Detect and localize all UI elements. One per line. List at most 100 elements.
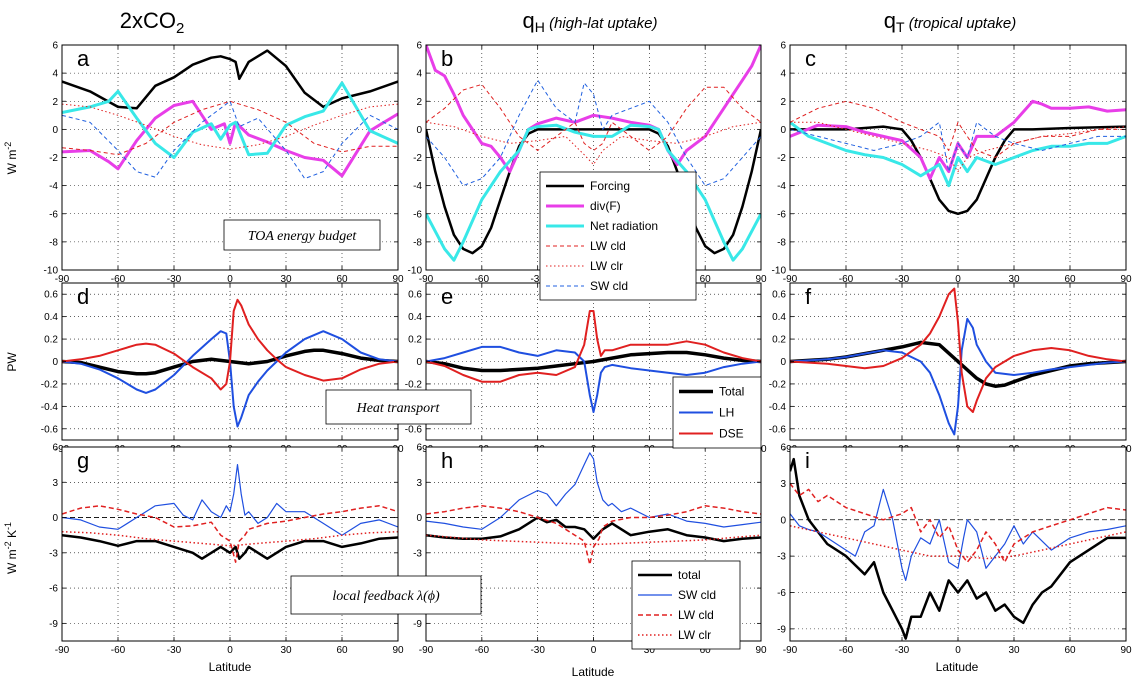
panel-e-ytick-label: 0.2 (408, 335, 422, 346)
panel-i-xtick-label: -30 (895, 645, 910, 656)
panel-b-xtick-label: -60 (475, 274, 490, 285)
panel-a-xtick-label: -90 (55, 274, 70, 285)
panel-b-xtick-label: 60 (700, 274, 712, 285)
panel-b-ytick-label: 2 (416, 97, 422, 108)
panel-c-ytick-label: -10 (772, 266, 787, 277)
panel-i-letter: i (805, 448, 810, 473)
panel-g-ytick-label: -6 (49, 584, 58, 595)
legend-toa-entry: Net radiation (590, 219, 658, 233)
panel-i-xtick-label: 90 (1120, 645, 1132, 656)
panel-g-xtick-label: 0 (227, 645, 233, 656)
panel-c-ytick-label: -4 (777, 181, 786, 192)
panel-e-ytick-label: 0.6 (408, 290, 422, 301)
legend-toa-entry: LW cld (590, 239, 626, 253)
panel-g-xtick-label: 30 (280, 645, 292, 656)
panel-i-ytick-label: -3 (777, 552, 786, 563)
panel-c-xtick-label: 60 (1064, 274, 1076, 285)
panel-b-ytick-label: -8 (413, 237, 422, 248)
panel-f: -90-60-3003060900.60.40.20-0.2-0.4-0.6f (769, 282, 1132, 455)
panel-h-ytick-label: 0 (416, 513, 422, 524)
ylabel-top: W m-2 (3, 142, 19, 175)
panel-c-ytick-label: 0 (780, 125, 786, 136)
panel-d-ytick-label: 0.2 (44, 335, 58, 346)
panel-h-xtick-label: 90 (755, 645, 767, 656)
ylabel-mid: PW (5, 352, 19, 372)
panel-i-ytick-label: -6 (777, 588, 786, 599)
panel-b-ytick-label: 0 (416, 125, 422, 136)
panel-g-letter: g (77, 448, 89, 473)
svg-text:qT (tropical uptake): qT (tropical uptake) (884, 8, 1017, 35)
panel-b-xtick-label: -30 (530, 274, 545, 285)
panel-g-series-lw-cld (62, 505, 398, 563)
panel-f-letter: f (805, 284, 812, 309)
panel-f-ytick-label: 0.6 (772, 290, 786, 301)
box-label-heat-text: Heat transport (356, 401, 441, 416)
legend-feedback-entry: LW cld (678, 608, 714, 622)
panel-h-series-lw-cld (426, 505, 761, 566)
ylabel-top-text: W m (5, 150, 19, 175)
panel-c-xtick-label: 30 (1008, 274, 1020, 285)
panel-g-ytick-label: 0 (52, 513, 58, 524)
panel-b-series-net-radiation (426, 123, 761, 262)
box-label-heat: Heat transport (325, 389, 472, 425)
panel-g-xtick-label: -30 (167, 645, 182, 656)
panel-b-ytick-label: -4 (413, 181, 422, 192)
panel-e-series-lh (426, 345, 761, 413)
ylabel-top-sup: -2 (3, 142, 13, 150)
panel-c-ytick-label: 2 (780, 97, 786, 108)
panel-g-series-lw-clr (62, 530, 398, 547)
panel-f-ytick-label: 0.2 (772, 335, 786, 346)
panel-f-series-dse (790, 287, 1126, 413)
panel-g-ytick-label: 3 (52, 478, 58, 489)
legend-feedback-entry: LW clr (678, 628, 711, 642)
panel-b-ytick-label: -10 (408, 266, 423, 277)
panel-i-series-sw-cld (790, 488, 1126, 582)
panel-i-xtick-label: -60 (839, 645, 854, 656)
ylabel-bot-k: K (5, 530, 19, 541)
column-title-3-sub: T (896, 19, 905, 35)
legend-feedback-entry: total (678, 568, 701, 582)
ylabel-bot-sup1: -2 (3, 541, 13, 549)
panel-d-ytick-label: 0 (52, 357, 58, 368)
panel-g-xtick-label: -60 (111, 645, 126, 656)
panel-h-ytick-label: -9 (413, 619, 422, 630)
panel-a-ytick-label: -8 (49, 237, 58, 248)
panel-i-series-lw-cld (790, 482, 1126, 563)
panel-c-series-lw-cld (790, 100, 1126, 158)
panel-b-xtick-label: -90 (419, 274, 434, 285)
column-title-3-desc: (tropical uptake) (905, 15, 1017, 32)
legend-toa-entry: LW clr (590, 259, 623, 273)
column-title-2-sub: H (535, 19, 545, 35)
panel-d-series-dse (62, 298, 398, 391)
panel-a-series-lw-clr (62, 103, 398, 150)
panel-d-ytick-label: -0.6 (41, 424, 59, 435)
panel-a-ytick-label: 2 (52, 97, 58, 108)
column-title-1-text: 2xCO (120, 8, 176, 33)
panel-g-xtick-label: 60 (336, 645, 348, 656)
panel-d-series-lh (62, 330, 398, 428)
panel-i-ytick-label: -9 (777, 624, 786, 635)
panel-g-ytick-label: -3 (49, 548, 58, 559)
panel-a-xtick-label: 30 (280, 274, 292, 285)
panel-e-ytick-label: 0.4 (408, 312, 422, 323)
panel-a-xtick-label: -60 (111, 274, 126, 285)
xlabel-col3: Latitude (936, 660, 979, 674)
column-title-1-sub: 2 (176, 20, 184, 37)
box-label-feedback-text: local feedback λ(ϕ) (332, 589, 440, 604)
panel-h-xtick-label: 60 (700, 645, 712, 656)
panel-h-ytick-label: -3 (413, 548, 422, 559)
column-title-3: qT (tropical uptake) (884, 8, 1017, 35)
panel-h-xtick-label: -90 (419, 645, 434, 656)
panel-c-series-forcing (790, 125, 1126, 216)
panel-g-series-sw-cld (62, 464, 398, 536)
panel-d: -90-60-3003060900.60.40.20-0.2-0.4-0.6d (41, 282, 404, 455)
legend-toa-entry: div(F) (590, 199, 621, 213)
panel-b-series-sw-cld (426, 79, 761, 187)
panel-c-xtick-label: -90 (783, 274, 798, 285)
panel-h-xtick-label: 30 (644, 645, 656, 656)
panel-a-series-net-radiation (62, 81, 398, 159)
panel-e-series-dse (426, 310, 761, 383)
panel-f-ytick-label: 0 (780, 357, 786, 368)
panel-c-xtick-label: -60 (839, 274, 854, 285)
